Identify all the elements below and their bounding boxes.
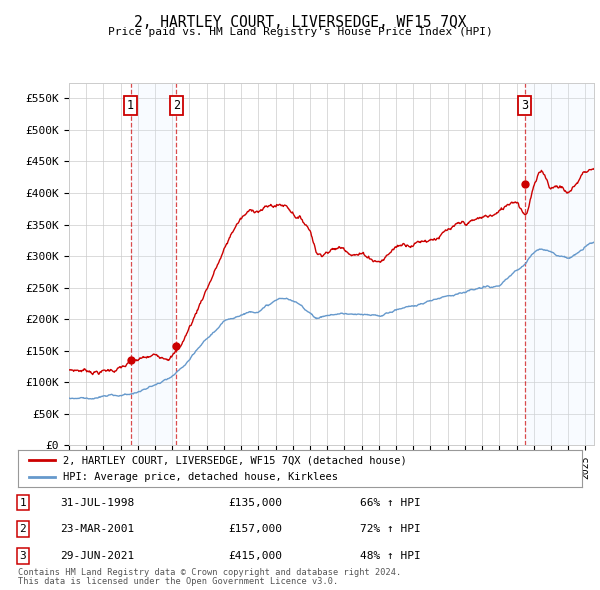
Text: 3: 3 <box>19 551 26 560</box>
Text: 2, HARTLEY COURT, LIVERSEDGE, WF15 7QX (detached house): 2, HARTLEY COURT, LIVERSEDGE, WF15 7QX (… <box>63 455 407 465</box>
Text: 1: 1 <box>19 498 26 507</box>
Text: 23-MAR-2001: 23-MAR-2001 <box>60 525 134 534</box>
Bar <box>131 83 176 445</box>
Text: 2: 2 <box>173 99 180 112</box>
Text: 3: 3 <box>521 99 529 112</box>
Text: 29-JUN-2021: 29-JUN-2021 <box>60 551 134 560</box>
Text: HPI: Average price, detached house, Kirklees: HPI: Average price, detached house, Kirk… <box>63 472 338 482</box>
Text: 1: 1 <box>127 99 134 112</box>
Text: Contains HM Land Registry data © Crown copyright and database right 2024.: Contains HM Land Registry data © Crown c… <box>18 568 401 577</box>
Text: £135,000: £135,000 <box>228 498 282 507</box>
Text: 66% ↑ HPI: 66% ↑ HPI <box>360 498 421 507</box>
Text: 2, HARTLEY COURT, LIVERSEDGE, WF15 7QX: 2, HARTLEY COURT, LIVERSEDGE, WF15 7QX <box>134 15 466 30</box>
Text: £157,000: £157,000 <box>228 525 282 534</box>
Bar <box>525 83 594 445</box>
Text: 48% ↑ HPI: 48% ↑ HPI <box>360 551 421 560</box>
Text: This data is licensed under the Open Government Licence v3.0.: This data is licensed under the Open Gov… <box>18 578 338 586</box>
Text: Price paid vs. HM Land Registry's House Price Index (HPI): Price paid vs. HM Land Registry's House … <box>107 27 493 37</box>
Text: 31-JUL-1998: 31-JUL-1998 <box>60 498 134 507</box>
Text: 72% ↑ HPI: 72% ↑ HPI <box>360 525 421 534</box>
Text: 2: 2 <box>19 525 26 534</box>
Text: £415,000: £415,000 <box>228 551 282 560</box>
